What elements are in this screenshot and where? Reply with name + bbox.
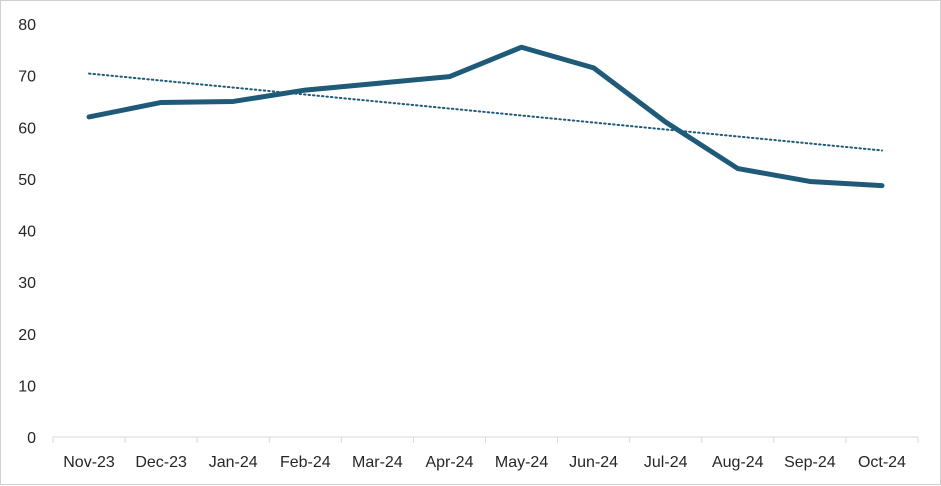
x-tick-label: Mar-24 bbox=[352, 454, 403, 471]
x-tick-label: Aug-24 bbox=[712, 454, 764, 471]
y-tick-label: 20 bbox=[18, 327, 36, 344]
y-tick-label: 50 bbox=[18, 172, 36, 189]
series-line bbox=[86, 44, 885, 189]
x-tick-label: Feb-24 bbox=[280, 454, 331, 471]
y-axis-labels: 0 10 20 30 40 50 60 70 80 bbox=[18, 17, 36, 447]
y-tick-label: 0 bbox=[27, 430, 36, 447]
x-tick-label: Oct-24 bbox=[858, 454, 906, 471]
y-tick-label: 80 bbox=[18, 17, 36, 34]
x-tick-label: Jul-24 bbox=[644, 454, 688, 471]
y-tick-label: 30 bbox=[18, 275, 36, 292]
y-tick-label: 60 bbox=[18, 120, 36, 137]
trend-line bbox=[88, 72, 883, 152]
y-tick-label: 10 bbox=[18, 378, 36, 395]
y-tick-label: 40 bbox=[18, 224, 36, 241]
x-axis-ticks bbox=[52, 437, 919, 443]
x-axis-labels: Nov-23 Dec-23 Jan-24 Feb-24 Mar-24 Apr-24 May-… bbox=[63, 454, 906, 471]
x-tick-label: Jan-24 bbox=[209, 454, 258, 471]
x-tick-label: Apr-24 bbox=[425, 454, 473, 471]
y-tick-label: 70 bbox=[18, 69, 36, 86]
x-tick-label: Sep-24 bbox=[784, 454, 836, 471]
x-tick-label: May-24 bbox=[495, 454, 548, 471]
x-tick-label: Jun-24 bbox=[569, 454, 618, 471]
x-tick-label: Dec-23 bbox=[135, 454, 187, 471]
x-tick-label: Nov-23 bbox=[63, 454, 115, 471]
